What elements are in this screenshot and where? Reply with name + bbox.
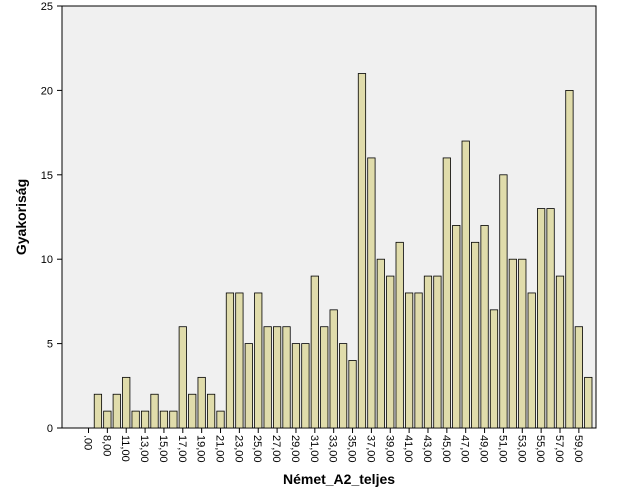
x-tick-label: 35,00 [346,435,358,463]
x-tick-label: 47,00 [459,435,471,463]
bar-54,00 [527,292,536,429]
bar-8,00 [103,410,112,429]
bar-25,00 [254,292,263,429]
bar-33,00 [329,309,338,429]
x-tick-label: 8,00 [100,435,112,456]
bar-55,00 [537,208,546,429]
bar-26,00 [263,326,272,429]
bar-15,00 [159,410,169,429]
bar-10,00 [112,393,121,429]
x-tick-label: 25,00 [251,435,263,463]
x-tick-label: 51,00 [496,435,508,463]
bar-19,00 [197,376,206,429]
bar-48,00 [471,241,480,429]
bar-44,00 [433,275,442,429]
x-tick-label: 21,00 [214,435,226,463]
y-tick-label: 10 [41,254,53,266]
bar-23,00 [235,292,244,429]
bar-51,00 [499,174,508,429]
bar-22,00 [225,292,235,429]
bar-14,00 [150,393,159,429]
x-tick-label: 43,00 [421,435,433,463]
bar-45,00 [442,157,451,429]
bar-7,00 [93,393,103,429]
x-tick-label: .00 [82,435,94,450]
x-tick-label: 45,00 [440,435,452,463]
bar-43,00 [423,275,433,429]
bar-40,00 [395,241,404,429]
bar-53,00 [518,258,527,429]
x-tick-label: 23,00 [232,435,244,463]
bar-37,00 [367,157,376,429]
bar-57,00 [555,275,565,429]
bar-30,00 [301,343,310,429]
x-tick-label: 49,00 [478,435,490,463]
bar-16,00 [169,410,178,429]
x-tick-label: 31,00 [308,435,320,463]
x-tick-label: 53,00 [515,435,527,463]
bar-17,00 [178,326,187,429]
bar-28,00 [282,326,291,429]
x-tick-label: 19,00 [195,435,207,463]
bar-12,00 [131,410,140,429]
x-tick-label: 37,00 [364,435,376,463]
bar-29,00 [291,343,301,429]
y-ticks-group: 0 5 10 15 20 25 [41,1,62,435]
bar-39,00 [386,275,395,429]
bar-59,00 [574,326,583,429]
x-tick-label: 33,00 [327,435,339,463]
y-tick-label: 20 [41,85,53,97]
bar-21,00 [216,410,225,429]
bar-13,00 [140,410,150,429]
x-tick-label: 59,00 [572,435,584,463]
bar-32,00 [320,326,329,429]
bar-50,00 [489,309,499,429]
bar-58,00 [565,90,574,429]
y-tick-label: 15 [41,170,53,182]
x-tick-label: 57,00 [553,435,565,463]
x-tick-label: 27,00 [270,435,282,463]
x-tick-label: 55,00 [534,435,546,463]
bar-34,00 [339,343,348,429]
bar-56,00 [546,208,555,429]
bar-35,00 [348,360,357,429]
bar-52,00 [508,258,517,429]
x-tick-label: 11,00 [119,435,131,462]
bar-11,00 [122,376,131,429]
bar-41,00 [405,292,414,429]
y-tick-label: 25 [41,1,53,13]
bar-18,00 [188,393,197,429]
x-tick-label: 13,00 [138,435,150,463]
bar-20,00 [206,393,216,429]
bar-49,00 [480,225,489,429]
bar-31,00 [310,275,319,429]
x-ticks-group: .00 8,00 11,00 13,00 15,00 17,00 19,00 21,00 23,… [82,428,584,463]
y-tick-label: 0 [47,423,53,435]
x-tick-label: 29,00 [289,435,301,463]
x-tick-label: 17,00 [176,435,188,463]
bar-36,00 [357,73,367,429]
bar-24,00 [244,343,253,429]
x-tick-label: 15,00 [157,435,169,463]
bar-38,00 [376,258,385,429]
x-tick-label: 39,00 [383,435,395,463]
bar-47,00 [461,140,470,429]
bar-60,00 [584,376,593,429]
bar-46,00 [452,225,461,429]
y-tick-label: 5 [47,339,53,351]
bar-42,00 [414,292,423,429]
y-axis-title: Gyakoriság [13,179,29,255]
x-tick-label: 41,00 [402,435,414,463]
bar-27,00 [272,326,282,429]
x-axis-title: Német_A2_teljes [283,471,395,487]
